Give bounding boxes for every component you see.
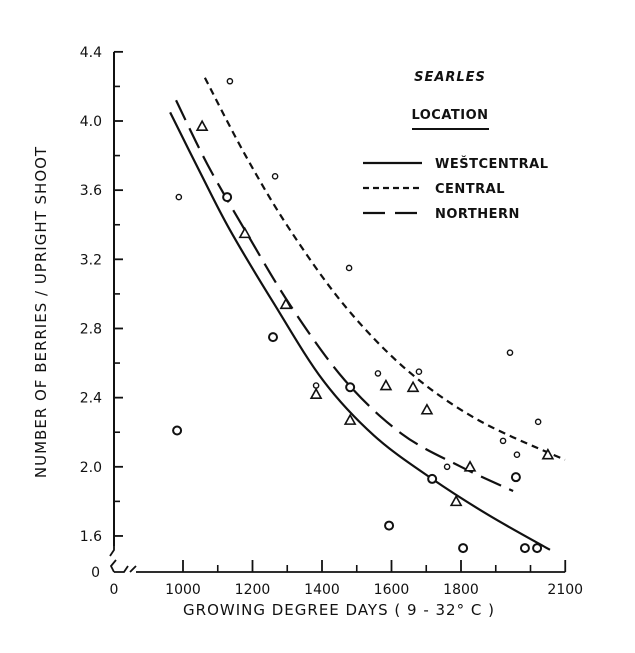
point-northern [406, 380, 420, 393]
point-northern [343, 413, 357, 425]
point-northern [449, 494, 463, 507]
point-central [513, 451, 521, 458]
y-tick-label: 4.4 [80, 45, 102, 61]
point-northern [195, 119, 209, 131]
legend: WEŠTCENTRAL CENTRAL NORTHERN [363, 156, 548, 222]
y-tick-label: 2.4 [80, 391, 102, 407]
point-central [506, 349, 514, 356]
fitted-curves [169, 77, 566, 551]
point-central [271, 173, 279, 180]
x-tick-label: 1400 [304, 582, 340, 598]
point-northern [420, 403, 434, 415]
curve-northern [175, 99, 514, 493]
point-wetcentral [427, 473, 438, 484]
legend-label: WEŠTCENTRAL [435, 156, 548, 172]
point-central [226, 77, 234, 85]
point-central [415, 368, 423, 376]
point-central [312, 382, 320, 389]
point-central [175, 193, 183, 201]
point-wetcentral [345, 382, 356, 393]
point-northern [379, 378, 393, 391]
x-tick-label: 1600 [374, 582, 410, 598]
curve-central [203, 77, 566, 461]
data-points [172, 77, 555, 554]
point-wetcentral [268, 332, 279, 343]
x-tick-label: 2100 [547, 582, 583, 598]
y-tick-label: 2.0 [80, 460, 102, 476]
legend-title: LOCATION [411, 108, 488, 123]
y-tick-label: 3.6 [80, 183, 102, 199]
point-central [534, 418, 542, 426]
point-northern [279, 297, 293, 310]
point-central [499, 437, 507, 445]
point-central [345, 264, 353, 272]
y-tick-label: 4.0 [80, 114, 102, 130]
point-wetcentral [172, 425, 183, 436]
legend-label: NORTHERN [435, 207, 520, 222]
x-axis-title: GROWING DEGREE DAYS ( 9 - 32° C ) [183, 601, 495, 619]
point-wetcentral [532, 543, 543, 554]
point-northern [541, 448, 555, 460]
y-axis-title: NUMBER OF BERRIES / UPRIGHT SHOOT [32, 146, 50, 478]
y-tick-label: 2.8 [80, 321, 102, 337]
point-wetcentral [519, 543, 530, 554]
x-tick-label: 1000 [165, 582, 201, 598]
point-northern [309, 387, 323, 399]
x-origin-label: 0 [110, 582, 119, 598]
point-northern [238, 226, 252, 239]
legend-label: CENTRAL [435, 182, 505, 197]
point-central [443, 463, 451, 471]
point-northern [463, 460, 477, 472]
point-wetcentral [458, 543, 469, 554]
point-wetcentral [510, 472, 521, 483]
curve-wetcentral [169, 111, 551, 551]
x-tick-label: 1800 [443, 582, 479, 598]
chart-title: SEARLES [414, 70, 486, 85]
y-axis-break [109, 546, 117, 573]
y-tick-label: 3.2 [80, 252, 102, 268]
point-wetcentral [222, 192, 233, 203]
y-origin-label: 0 [91, 565, 100, 581]
x-axis-line [114, 565, 566, 573]
x-tick-label: 1200 [235, 582, 271, 598]
y-tick-label: 1.6 [80, 529, 102, 545]
point-central [374, 370, 382, 377]
point-wetcentral [384, 520, 395, 531]
axes: 1.6 2.0 2.4 2.8 3.2 3.6 4.0 4.4 0 1000 1200 1400 160… [80, 45, 583, 598]
